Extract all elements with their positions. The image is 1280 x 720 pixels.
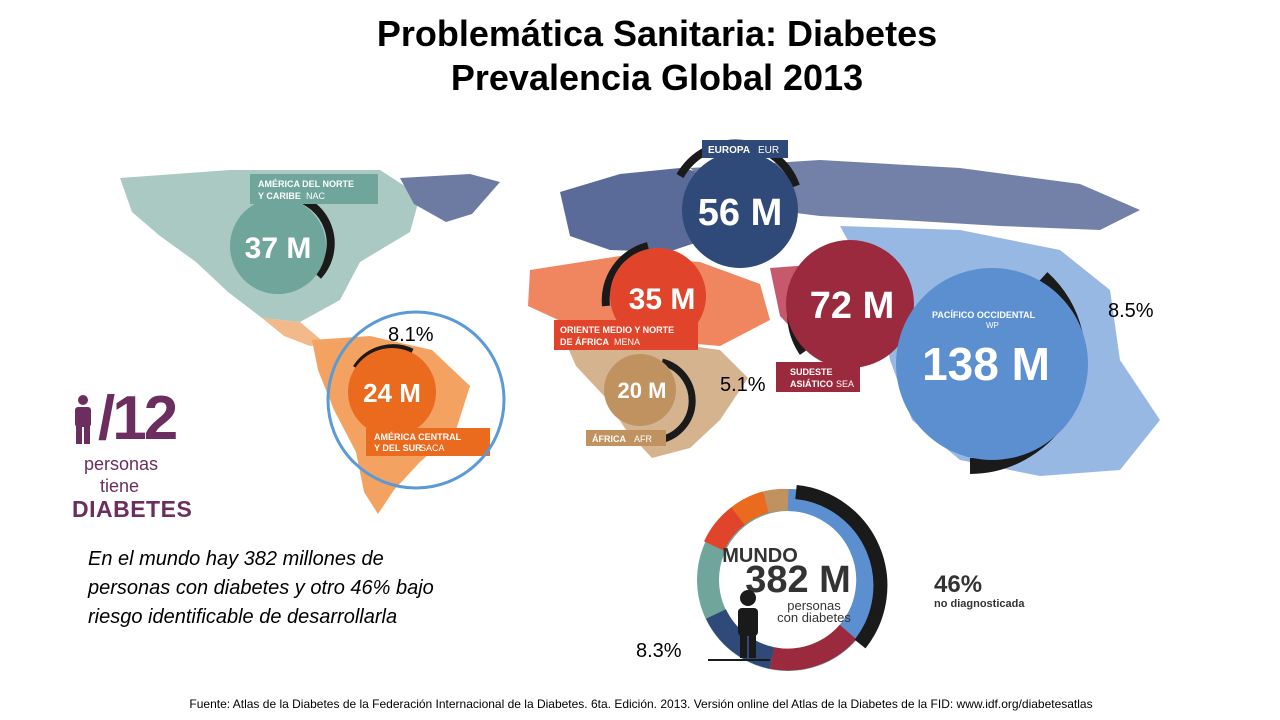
wp-label: PACÍFICO OCCIDENTAL bbox=[932, 310, 1036, 320]
wp-label-box bbox=[926, 308, 1056, 328]
person-figure-icon bbox=[75, 395, 91, 444]
logo-line2: tiene bbox=[100, 476, 140, 496]
saca-label-line2: Y DEL SUR bbox=[374, 443, 422, 453]
saca-label-box bbox=[366, 428, 490, 456]
logo-ratio: /12 bbox=[98, 384, 178, 453]
world-sub-line1: personas bbox=[787, 598, 841, 613]
logo-line1: personas bbox=[84, 454, 159, 474]
mena-code: MENA bbox=[614, 337, 640, 347]
nac-label-line2: Y CARIBE bbox=[258, 191, 301, 201]
saca-label-line1: AMÉRICA CENTRAL bbox=[374, 432, 462, 442]
mena-label-box bbox=[554, 320, 698, 350]
world-percentage: 8.3% bbox=[636, 640, 682, 662]
saca-percentage: 8.1% bbox=[388, 324, 434, 346]
eur-label-box bbox=[702, 140, 788, 158]
person-icon bbox=[738, 590, 758, 658]
mena-label-line2: DE ÁFRICA bbox=[560, 337, 609, 347]
eur-code: EUR bbox=[758, 145, 779, 156]
greenland-land bbox=[400, 174, 500, 222]
afr-value: 20 M bbox=[618, 378, 667, 403]
sea-label-line1: SUDESTE bbox=[790, 367, 833, 377]
saca-value: 24 M bbox=[363, 378, 421, 408]
sea-label-box bbox=[776, 362, 860, 392]
afr-label: ÁFRICA bbox=[592, 434, 626, 444]
sea-label-line2: ASIÁTICO bbox=[790, 379, 833, 389]
logo-line3: DIABETES bbox=[72, 496, 193, 522]
afr-percentage: 5.1% bbox=[720, 374, 766, 396]
world-value: 382 M bbox=[745, 559, 851, 601]
afr-label-box bbox=[586, 430, 666, 446]
world-donut bbox=[697, 485, 888, 671]
page-title-line1: Problemática Sanitaria: Diabetes bbox=[376, 13, 938, 54]
world-undiagnosed-arc bbox=[795, 485, 888, 649]
nac-value: 37 M bbox=[245, 232, 312, 265]
wp-percentage: 8.5% bbox=[1108, 300, 1154, 322]
saca-highlight-circle bbox=[326, 310, 506, 490]
saca-circle bbox=[348, 348, 436, 436]
russia-asia-land bbox=[690, 160, 1140, 230]
mena-label-line1: ORIENTE MEDIO Y NORTE bbox=[560, 325, 674, 335]
afr-arc bbox=[659, 358, 696, 444]
nac-label-line1: AMÉRICA DEL NORTE bbox=[258, 179, 354, 189]
mena-value: 35 M bbox=[629, 283, 696, 316]
wp-code: WP bbox=[986, 321, 999, 330]
world-undiagnosed-label: no diagnosticada bbox=[934, 598, 1025, 610]
page-title-line2: Prevalencia Global 2013 bbox=[450, 57, 864, 98]
world-label: MUNDO bbox=[722, 545, 798, 567]
summary-note: En el mundo hay 382 millones de personas… bbox=[88, 548, 434, 628]
nac-label-box bbox=[250, 174, 378, 204]
saca-code: SACA bbox=[420, 443, 445, 453]
source-citation: Fuente: Atlas de la Diabetes de la Feder… bbox=[189, 697, 1093, 711]
sea-code: SEA bbox=[836, 379, 854, 389]
nac-circle bbox=[230, 198, 326, 294]
eur-label: EUROPA bbox=[708, 145, 750, 156]
afr-circle bbox=[604, 354, 676, 426]
eur-value: 56 M bbox=[698, 192, 782, 234]
sea-value: 72 M bbox=[810, 285, 894, 327]
central-america-land bbox=[262, 318, 326, 346]
mena-arc bbox=[601, 242, 650, 307]
world-sub-line2: con diabetes bbox=[777, 610, 851, 625]
wp-value: 138 M bbox=[922, 338, 1050, 390]
eur-circle bbox=[682, 152, 798, 268]
afr-code: AFR bbox=[634, 434, 653, 444]
nac-code: NAC bbox=[306, 191, 326, 201]
sea-circle bbox=[786, 240, 914, 368]
world-undiagnosed-pct: 46% bbox=[934, 571, 982, 598]
